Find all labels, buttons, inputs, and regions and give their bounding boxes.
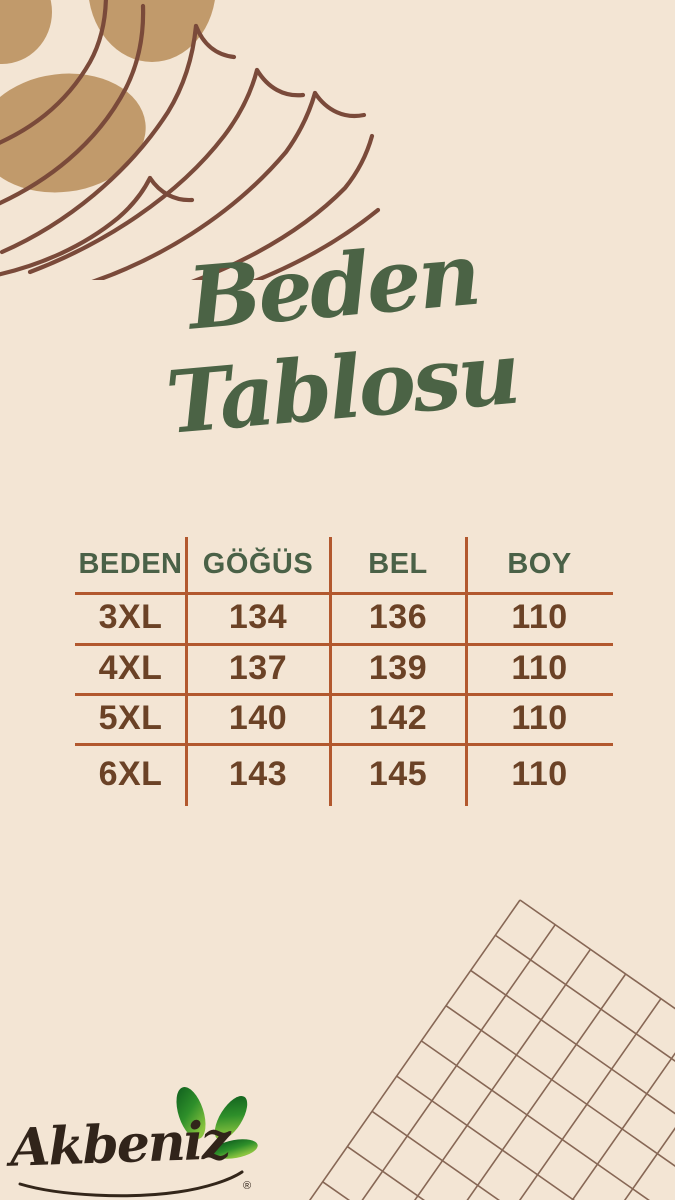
row-5xl-bel: 142 (368, 698, 428, 737)
row-4xl-bel: 139 (368, 648, 428, 687)
row-4xl-boy: 110 (511, 648, 568, 687)
table-divider-horizontal (75, 592, 613, 595)
row-6xl-bel: 145 (368, 755, 428, 793)
row-4xl-gogus: 137 (228, 648, 288, 687)
row-3xl-boy: 110 (511, 598, 568, 636)
page-title: Beden Tablosu (0, 207, 675, 469)
row-6xl-size: 6XL (98, 755, 163, 793)
column-header-bel: BEL (368, 548, 428, 580)
table-divider-vertical (329, 537, 332, 806)
table-divider-vertical (185, 537, 188, 806)
logo-underline-swash (18, 1170, 244, 1198)
leaf-icon (176, 1087, 258, 1159)
row-6xl-gogus: 143 (228, 755, 288, 793)
registered-trademark-icon: ® (243, 1180, 252, 1192)
table-divider-horizontal (75, 743, 613, 746)
table-divider-vertical (465, 537, 468, 806)
brand-logo: Akbeniz ® (0, 1070, 280, 1200)
row-6xl-boy: 110 (511, 755, 568, 793)
table-divider-horizontal (75, 693, 613, 696)
logo-artwork (18, 1087, 258, 1198)
row-3xl-size: 3XL (98, 598, 163, 636)
brand-name: Akbeniz (9, 1110, 230, 1179)
row-3xl-bel: 136 (368, 598, 428, 636)
size-table: BEDEN GÖĞÜS BEL BOY 3XL 134 136 110 4XL … (75, 537, 613, 806)
row-4xl-size: 4XL (98, 648, 163, 687)
diagonal-grid-pattern (221, 899, 675, 1200)
row-5xl-size: 5XL (98, 698, 163, 737)
row-5xl-boy: 110 (511, 698, 568, 737)
row-5xl-gogus: 140 (228, 698, 288, 737)
column-header-boy: BOY (507, 548, 572, 580)
table-divider-horizontal (75, 643, 613, 646)
column-header-gogus: GÖĞÜS (202, 548, 314, 580)
column-header-beden: BEDEN (78, 548, 183, 580)
row-3xl-gogus: 134 (228, 598, 288, 636)
